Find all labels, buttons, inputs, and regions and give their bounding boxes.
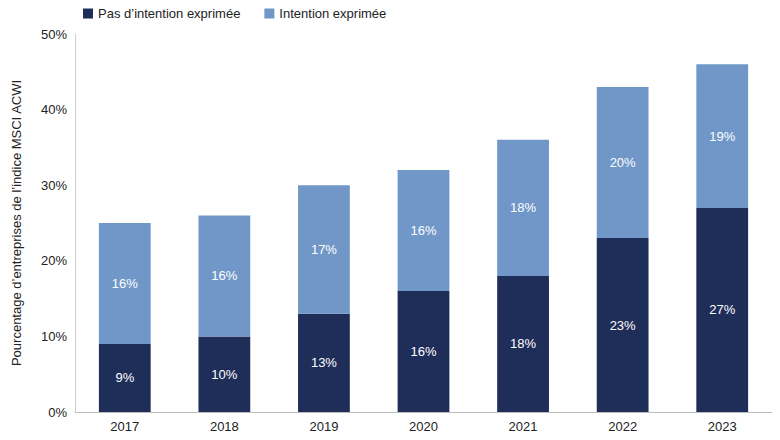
svg-text:18%: 18% [510, 200, 536, 215]
svg-text:27%: 27% [709, 302, 735, 317]
svg-text:16%: 16% [211, 268, 237, 283]
svg-text:2019: 2019 [309, 419, 338, 434]
svg-text:18%: 18% [510, 336, 536, 351]
svg-text:50%: 50% [41, 27, 67, 42]
svg-text:2020: 2020 [409, 419, 438, 434]
svg-text:40%: 40% [41, 102, 67, 117]
svg-text:20%: 20% [610, 155, 636, 170]
svg-text:0%: 0% [48, 405, 67, 420]
svg-text:30%: 30% [41, 178, 67, 193]
svg-text:2018: 2018 [210, 419, 239, 434]
svg-text:10%: 10% [41, 329, 67, 344]
svg-text:16%: 16% [410, 344, 436, 359]
svg-text:9%: 9% [115, 370, 134, 385]
svg-text:10%: 10% [211, 367, 237, 382]
svg-text:2023: 2023 [708, 419, 737, 434]
svg-text:20%: 20% [41, 253, 67, 268]
svg-text:13%: 13% [311, 355, 337, 370]
svg-text:2021: 2021 [509, 419, 538, 434]
svg-text:16%: 16% [410, 223, 436, 238]
svg-text:Intention exprimée: Intention exprimée [279, 6, 386, 21]
svg-text:2017: 2017 [110, 419, 139, 434]
svg-text:23%: 23% [610, 318, 636, 333]
svg-text:Pourcentage d’entreprises de l: Pourcentage d’entreprises de l’indice MS… [9, 80, 24, 366]
svg-text:Pas d’intention exprimée: Pas d’intention exprimée [98, 6, 240, 21]
svg-text:17%: 17% [311, 242, 337, 257]
svg-text:16%: 16% [112, 276, 138, 291]
svg-text:2022: 2022 [608, 419, 637, 434]
svg-text:19%: 19% [709, 129, 735, 144]
